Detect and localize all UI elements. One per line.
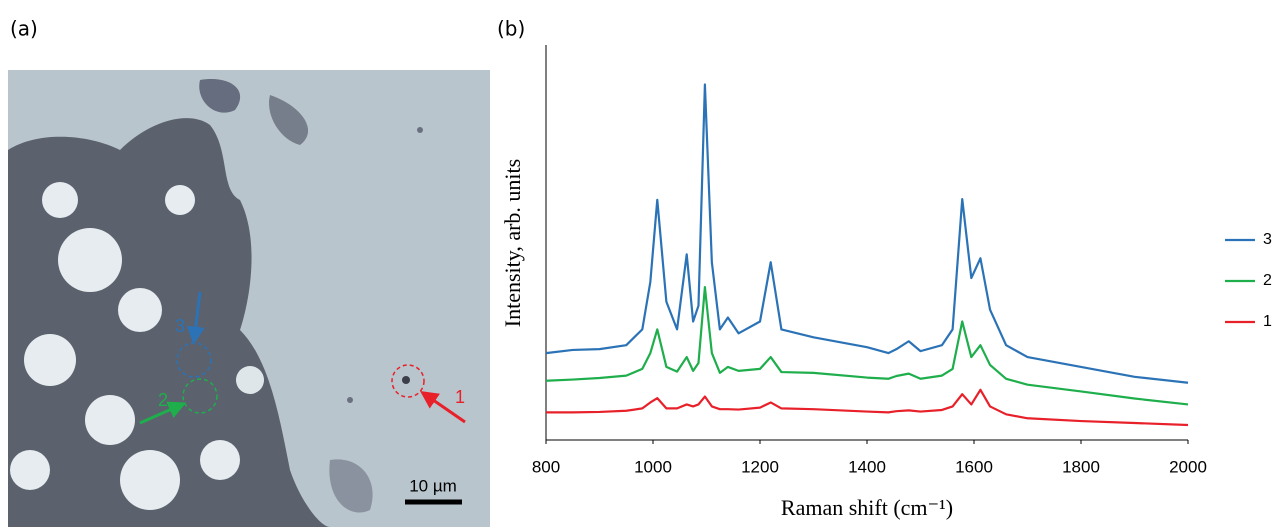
x-tick-label: 800 [532, 457, 560, 476]
panel-label: (a) [10, 17, 38, 41]
legend-label: 2 [1263, 272, 1272, 289]
x-tick-label: 1400 [848, 457, 886, 476]
x-tick-label: 1600 [955, 457, 993, 476]
marker-label: 1 [455, 387, 465, 407]
y-axis-title: Intensity, arb. units [500, 159, 525, 327]
x-tick-label: 1200 [741, 457, 779, 476]
panel-label: (b) [497, 17, 525, 41]
series-line [546, 388, 1189, 427]
legend-label: 3 [1263, 231, 1272, 248]
marker-label: 3 [175, 316, 185, 336]
micrograph: 1 2 3 10 µm [8, 70, 490, 527]
series-line [545, 83, 1189, 384]
x-tick-label: 1000 [634, 457, 672, 476]
marker-label: 2 [158, 390, 168, 410]
x-axis-title: Raman shift (cm⁻¹) [781, 495, 953, 520]
scale-bar-label: 10 µm [409, 476, 457, 495]
series-line [545, 286, 1189, 406]
x-tick-label: 2000 [1169, 457, 1207, 476]
legend-label: 1 [1263, 313, 1272, 330]
x-tick-label: 1800 [1062, 457, 1100, 476]
